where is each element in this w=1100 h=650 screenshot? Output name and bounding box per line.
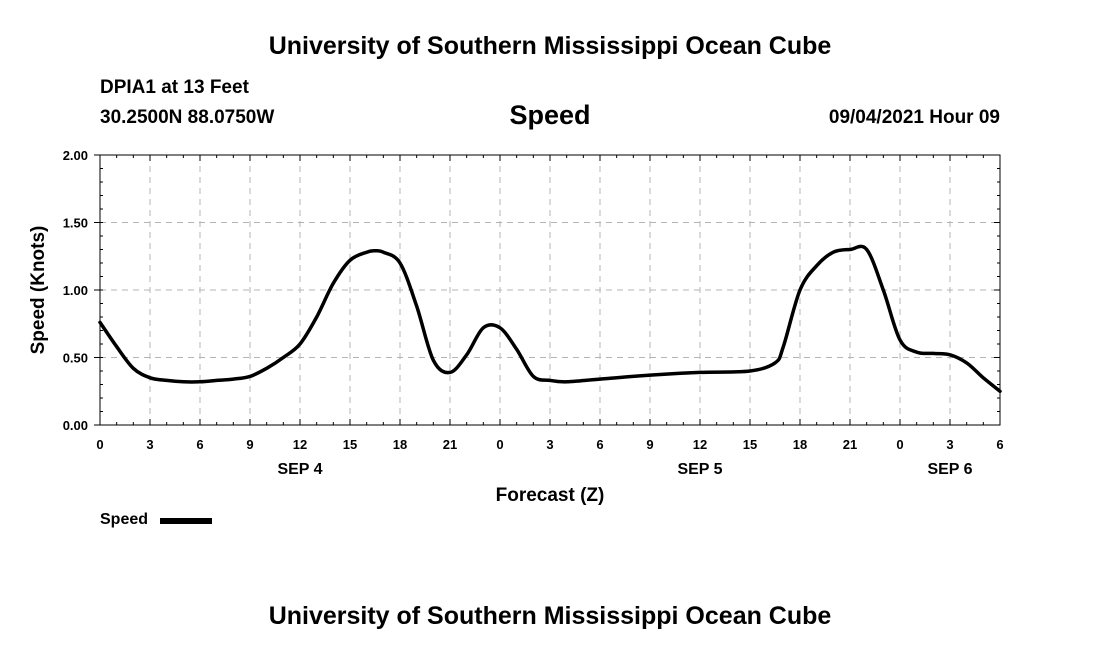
y-tick-label: 1.00	[63, 283, 88, 298]
x-tick-label: 15	[343, 437, 357, 452]
x-tick-label: 6	[996, 437, 1003, 452]
series-line-speed	[98, 244, 1002, 394]
y-tick-label: 1.50	[63, 216, 88, 231]
grid-lines	[100, 155, 1000, 425]
x-tick-label: 3	[146, 437, 153, 452]
x-tick-label: 18	[793, 437, 807, 452]
x-tick-label: 15	[743, 437, 757, 452]
x-tick-label: 12	[293, 437, 307, 452]
x-axis-title: Forecast (Z)	[496, 485, 605, 506]
x-tick-label: 18	[393, 437, 407, 452]
x-tick-label: 3	[946, 437, 953, 452]
parameter-title: Speed	[509, 100, 591, 130]
y-axis-title: Speed (Knots)	[28, 226, 49, 355]
x-tick-label: 6	[596, 437, 603, 452]
x-tick-label: 21	[443, 437, 457, 452]
x-tick-label: 12	[693, 437, 707, 452]
forecast-datetime: 09/04/2021 Hour 09	[828, 107, 1000, 128]
x-tick-label: 3	[546, 437, 553, 452]
legend-swatch	[160, 518, 212, 524]
y-tick-label: 0.50	[63, 351, 88, 366]
day-label: SEP 5	[677, 461, 722, 478]
x-tick-label: 21	[843, 437, 857, 452]
chart-title-top: University of Southern Mississippi Ocean…	[268, 32, 832, 60]
plot-frame	[99, 154, 1001, 426]
day-label: SEP 4	[277, 461, 322, 478]
series-layer	[98, 244, 1002, 394]
legend-label: Speed	[100, 511, 148, 528]
x-tick-label: 0	[96, 437, 103, 452]
coordinates-label: 30.2500N 88.0750W	[100, 107, 275, 128]
x-tick-label: 6	[196, 437, 203, 452]
station-label: DPIA1 at 13 Feet	[100, 77, 249, 98]
y-tick-label: 2.00	[63, 148, 88, 163]
x-tick-label: 0	[496, 437, 503, 452]
x-tick-label: 9	[646, 437, 653, 452]
day-label: SEP 6	[927, 461, 972, 478]
legend: Speed	[100, 511, 212, 528]
axes: 0 3 6 9 12 15 18 21 0 3 6 9 12 15 18 21 0 3 6 0.00 0.50 1.00 1…	[28, 148, 1004, 506]
x-tick-label: 0	[896, 437, 903, 452]
y-tick-label: 0.00	[63, 418, 88, 433]
x-tick-label: 9	[246, 437, 253, 452]
chart-title-bottom: University of Southern Mississippi Ocean…	[268, 602, 832, 630]
